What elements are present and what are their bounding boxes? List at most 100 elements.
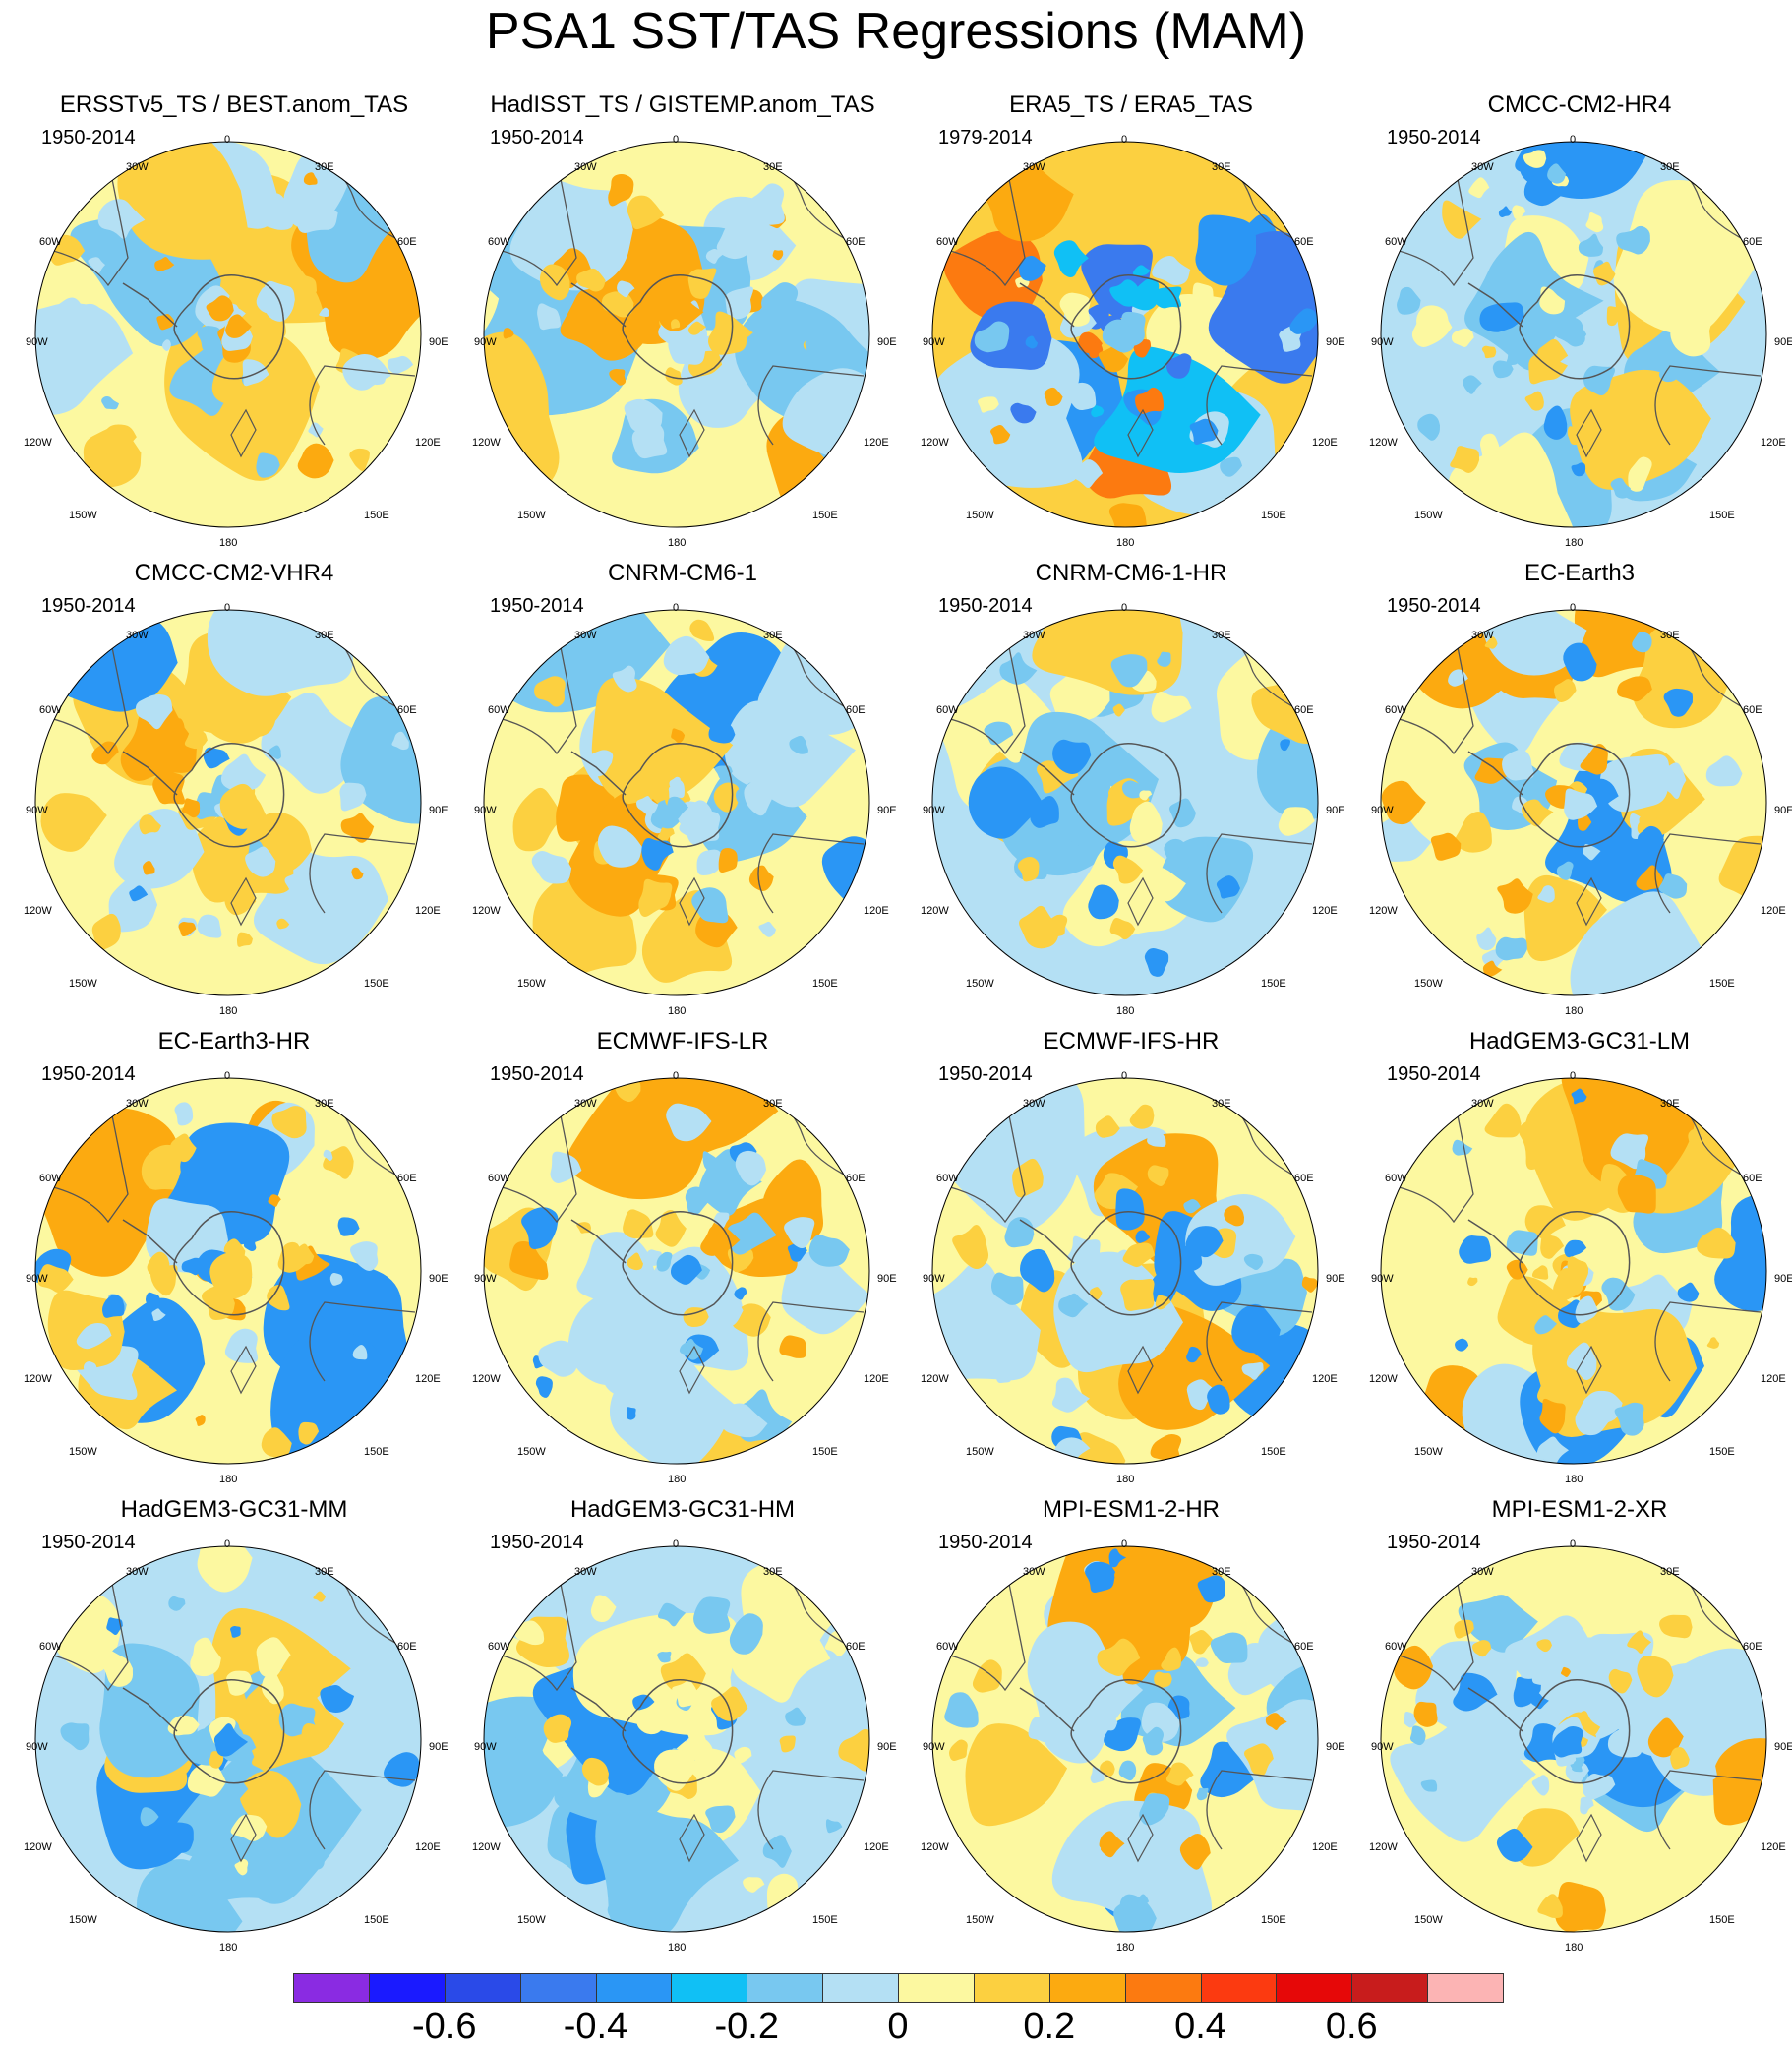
longitude-label: 30E <box>315 630 334 641</box>
longitude-label: 150E <box>1709 1446 1735 1458</box>
longitude-label: 180 <box>1565 1005 1583 1017</box>
panel-title: ECMWF-IFS-HR <box>1043 1028 1220 1054</box>
longitude-label: 60E <box>1294 236 1314 248</box>
map-panel: ECMWF-IFS-HR 1950-2014 0 30W 30E 60W 60E 90W 90E… <box>921 1027 1375 1495</box>
longitude-label: 150E <box>1709 1914 1735 1926</box>
longitude-label: 30W <box>126 161 149 173</box>
colorbar-tick-label: -0.2 <box>714 2006 779 2047</box>
longitude-label: 90W <box>1371 1273 1394 1285</box>
longitude-label: 0 <box>673 602 680 614</box>
colorbar-swatch <box>747 1973 824 2003</box>
longitude-label: 150W <box>69 978 97 990</box>
longitude-label: 150E <box>1261 510 1286 521</box>
polar-stereographic-map <box>931 609 1319 996</box>
map-panel: EC-Earth3-HR 1950-2014 0 30W 30E 60W 60E 90W 90E… <box>24 1027 478 1495</box>
longitude-label: 60E <box>1294 1173 1314 1184</box>
longitude-label: 150W <box>966 1914 994 1926</box>
longitude-label: 120E <box>1761 437 1786 449</box>
panel-period: 1950-2014 <box>41 127 136 149</box>
longitude-label: 60E <box>1743 1173 1762 1184</box>
longitude-label: 150W <box>517 510 546 521</box>
longitude-label: 90W <box>1371 1741 1394 1753</box>
longitude-label: 120W <box>1369 437 1398 449</box>
colorbar-tick-label: -0.4 <box>563 2006 628 2047</box>
polar-stereographic-map <box>931 1545 1319 1933</box>
colorbar-swatch <box>595 1973 673 2003</box>
longitude-label: 180 <box>219 1942 238 1954</box>
longitude-label: 90W <box>1371 336 1394 348</box>
longitude-label: 120W <box>1369 1373 1398 1385</box>
longitude-label: 150W <box>966 510 994 521</box>
longitude-label: 90W <box>26 805 48 816</box>
colorbar-swatch <box>293 1973 370 2003</box>
map-panel: MPI-ESM1-2-XR 1950-2014 0 30W 30E 60W 60E 90W 90… <box>1369 1495 1792 1963</box>
longitude-label: 30W <box>574 1566 597 1578</box>
longitude-label: 30E <box>1212 630 1231 641</box>
longitude-label: 180 <box>668 1474 687 1485</box>
longitude-label: 30E <box>1660 161 1680 173</box>
longitude-label: 150W <box>517 1914 546 1926</box>
colorbar-swatch <box>1048 1973 1126 2003</box>
panel-period: 1950-2014 <box>490 595 584 617</box>
longitude-label: 30E <box>315 1098 334 1110</box>
longitude-label: 60E <box>1743 1641 1762 1653</box>
map-panel: HadGEM3-GC31-MM 1950-2014 0 30W 30E 60W 60E 90W… <box>24 1495 478 1963</box>
longitude-label: 180 <box>668 1005 687 1017</box>
panel-period: 1950-2014 <box>1387 595 1481 617</box>
longitude-label: 30W <box>574 1098 597 1110</box>
longitude-label: 60W <box>936 236 959 248</box>
longitude-label: 120W <box>1369 1841 1398 1853</box>
polar-stereographic-map <box>931 141 1319 528</box>
longitude-label: 90W <box>26 1273 48 1285</box>
map-panel: HadGEM3-GC31-LM 1950-2014 0 30W 30E 60W 60E 90W… <box>1369 1027 1792 1495</box>
longitude-label: 150E <box>1709 510 1735 521</box>
longitude-label: 60E <box>1294 1641 1314 1653</box>
longitude-label: 120E <box>1761 905 1786 917</box>
longitude-label: 120W <box>472 1373 501 1385</box>
longitude-label: 180 <box>219 1005 238 1017</box>
panel-period: 1950-2014 <box>41 1063 136 1085</box>
longitude-label: 30E <box>763 161 783 173</box>
longitude-label: 90W <box>923 1741 945 1753</box>
longitude-label: 0 <box>224 134 231 146</box>
longitude-label: 150W <box>69 1914 97 1926</box>
map-panel: EC-Earth3 1950-2014 0 30W 30E 60W 60E 90W 90E 120… <box>1369 559 1792 1027</box>
longitude-label: 180 <box>668 537 687 549</box>
longitude-label: 0 <box>1121 134 1128 146</box>
panel-period: 1979-2014 <box>938 127 1033 149</box>
longitude-label: 30W <box>126 1098 149 1110</box>
longitude-label: 60E <box>397 236 417 248</box>
longitude-label: 90E <box>1774 336 1792 348</box>
polar-stereographic-map <box>483 141 870 528</box>
longitude-label: 30E <box>1212 1098 1231 1110</box>
longitude-label: 150W <box>69 510 97 521</box>
longitude-label: 120W <box>921 1373 949 1385</box>
longitude-label: 150E <box>364 1914 389 1926</box>
polar-stereographic-map <box>34 609 422 996</box>
longitude-label: 120W <box>24 905 52 917</box>
longitude-label: 30E <box>315 161 334 173</box>
panel-title: HadGEM3-GC31-HM <box>569 1496 796 1523</box>
longitude-label: 90E <box>1774 805 1792 816</box>
longitude-label: 60W <box>936 1173 959 1184</box>
longitude-label: 90E <box>1326 805 1345 816</box>
panel-title: ERA5_TS / ERA5_TAS <box>1009 91 1253 118</box>
longitude-label: 150W <box>517 1446 546 1458</box>
longitude-label: 30E <box>1660 630 1680 641</box>
longitude-label: 120W <box>472 905 501 917</box>
longitude-label: 30W <box>1023 630 1045 641</box>
longitude-label: 60E <box>846 1173 866 1184</box>
longitude-label: 120E <box>864 1373 889 1385</box>
panel-title: HadISST_TS / GISTEMP.anom_TAS <box>490 91 875 118</box>
longitude-label: 0 <box>673 1070 680 1082</box>
longitude-label: 90W <box>1371 805 1394 816</box>
longitude-label: 30W <box>574 161 597 173</box>
longitude-label: 150W <box>1414 510 1443 521</box>
longitude-label: 90W <box>923 336 945 348</box>
colorbar-tick-label: 0.2 <box>1023 2006 1076 2047</box>
longitude-label: 120W <box>921 905 949 917</box>
longitude-label: 60E <box>1294 704 1314 716</box>
polar-stereographic-map <box>34 1545 422 1933</box>
longitude-label: 60W <box>39 1641 62 1653</box>
figure-title: PSA1 SST/TAS Regressions (MAM) <box>485 3 1307 60</box>
